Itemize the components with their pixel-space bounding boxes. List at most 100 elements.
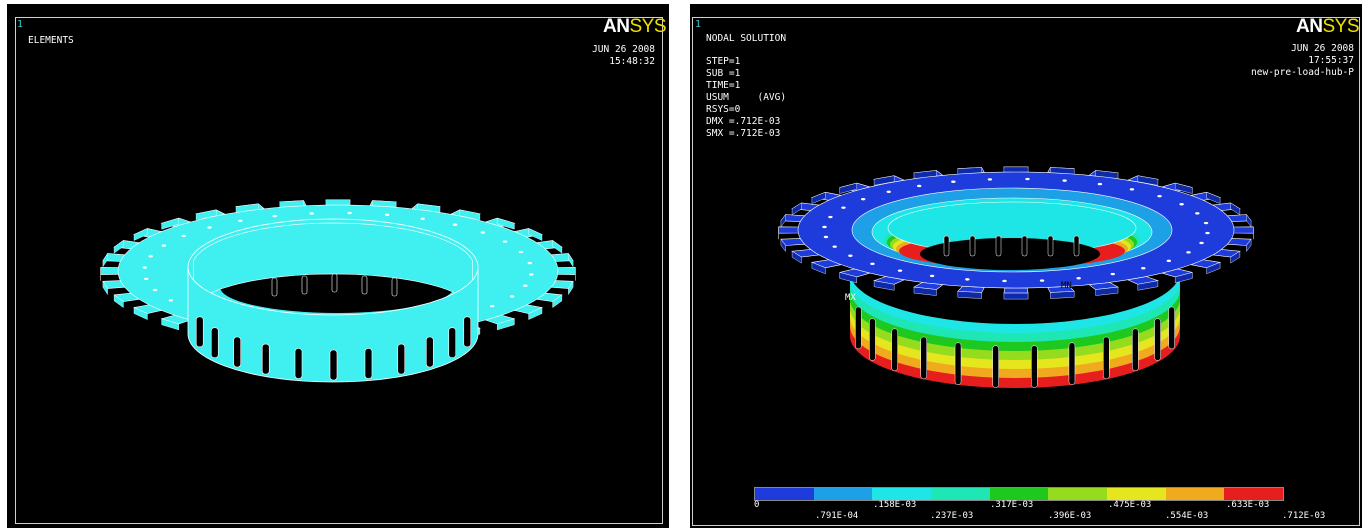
legend-swatch xyxy=(813,488,873,500)
right-plot-type: NODAL SOLUTION xyxy=(706,33,787,44)
ring-slot xyxy=(891,328,898,371)
bolt-hole xyxy=(841,206,846,209)
left-graphics-window: 1 ELEMENTS ANSYS JUN 26 2008 15:48:32 xyxy=(7,4,669,528)
ring-slot xyxy=(361,275,368,295)
flange-tooth-side xyxy=(113,294,124,308)
ring-slot xyxy=(1103,336,1110,380)
bolt-hole xyxy=(480,231,486,234)
ring-front-slot xyxy=(329,349,338,381)
bolt-hole xyxy=(272,214,277,218)
flange-tooth-side xyxy=(133,307,148,320)
legend-swatch xyxy=(1165,488,1225,500)
legend-swatch xyxy=(989,488,1049,500)
legend-top-label: .317E-03 xyxy=(990,500,1034,510)
ring-slot xyxy=(391,277,398,297)
ring-front-wall xyxy=(187,266,479,383)
bolt-hole xyxy=(1025,177,1030,181)
flange-tooth-side xyxy=(1175,182,1193,194)
bolt-hole xyxy=(309,212,314,215)
ring-contour-band xyxy=(850,308,1180,370)
legend-top-label: .158E-03 xyxy=(873,500,917,510)
flange-tooth xyxy=(778,226,799,234)
ring-contour-band xyxy=(850,290,1180,352)
flange-tooth-side xyxy=(1230,250,1241,264)
flange-tooth-side xyxy=(1050,291,1075,299)
left-time: 15:48:32 xyxy=(609,56,655,67)
inner-slot xyxy=(1073,235,1080,257)
ring-slot xyxy=(331,273,338,293)
inner-slot xyxy=(969,235,976,257)
legend-swatch xyxy=(755,488,814,500)
right-solution-info: STEP=1 SUB =1 TIME=1 USUM (AVG) RSYS=0 D… xyxy=(706,56,786,140)
flange-tooth-side xyxy=(1003,292,1029,300)
flange-tooth xyxy=(1003,287,1029,294)
bolt-hole xyxy=(152,288,158,292)
info-line: USUM (AVG) xyxy=(706,92,787,103)
right-time: 17:55:37 xyxy=(1308,55,1354,66)
right-graphics-window: 1 NODAL SOLUTION STEP=1 SUB =1 TIME=1 US… xyxy=(690,4,1362,528)
flange-tooth-side xyxy=(839,182,858,194)
bolt-hole xyxy=(529,273,534,276)
flange-tooth-side xyxy=(552,294,563,308)
flange-tooth-side xyxy=(552,240,563,254)
right-logo-an: AN xyxy=(1296,16,1323,37)
info-line: STEP=1 xyxy=(706,56,741,67)
legend-top-label: 0 xyxy=(754,500,760,510)
hub-hole xyxy=(920,238,1100,270)
bolt-hole xyxy=(916,184,922,188)
bolt-hole xyxy=(523,284,528,287)
left-window-frame xyxy=(15,17,663,524)
bolt-hole xyxy=(518,250,524,254)
inner-slot xyxy=(1021,235,1028,257)
legend-bottom-label: .554E-03 xyxy=(1165,511,1209,521)
flange-tooth-side xyxy=(811,191,826,204)
ring-front-slot xyxy=(425,336,434,368)
ring-front-slot xyxy=(397,343,406,375)
legend-bottom-label: .712E-03 xyxy=(1282,511,1326,521)
legend-bottom-label: .396E-03 xyxy=(1048,511,1092,521)
color-legend xyxy=(754,487,1284,501)
bolt-hole xyxy=(384,213,390,217)
bolt-hole xyxy=(1179,203,1184,206)
flange-tooth xyxy=(1233,226,1254,234)
bolt-hole xyxy=(1062,179,1067,182)
max-label: MX xyxy=(845,293,856,303)
ring-slot xyxy=(855,306,862,350)
ring-front-slot xyxy=(294,348,303,379)
bolt-hole xyxy=(502,240,508,243)
inner-slot xyxy=(943,235,950,257)
bolt-hole xyxy=(822,225,827,229)
flange-tooth-side xyxy=(791,202,802,216)
bolt-hole xyxy=(1039,279,1045,282)
right-window-frame xyxy=(692,17,1360,526)
bolt-hole xyxy=(509,295,515,298)
flange-tooth-side xyxy=(873,175,895,186)
left-logo-sys: SYS xyxy=(629,16,666,37)
flange-tooth-side xyxy=(161,318,180,331)
bolt-hole xyxy=(860,197,866,201)
ring-slot xyxy=(954,342,962,385)
flange-tooth-side xyxy=(791,250,802,264)
flange-tooth-side xyxy=(1206,262,1221,275)
flange-tooth xyxy=(557,267,576,275)
bolt-hole xyxy=(1110,272,1116,276)
ring-slot xyxy=(992,345,999,388)
bolt-hole xyxy=(886,190,891,194)
bolt-hole xyxy=(1199,241,1204,245)
flange-tooth-side xyxy=(195,209,217,221)
flange-tooth-side xyxy=(913,286,937,296)
bolt-hole xyxy=(181,234,186,238)
bolt-hole xyxy=(1141,266,1146,270)
ring-front-slot xyxy=(195,316,204,348)
bolt-hole xyxy=(142,266,147,269)
ring-slot xyxy=(1154,318,1161,361)
flange-tooth-side xyxy=(497,318,515,331)
bolt-hole xyxy=(1205,231,1210,235)
info-line: SUB =1 xyxy=(706,68,741,79)
bolt-hole xyxy=(148,255,153,258)
flange-tooth-side xyxy=(780,213,786,228)
right-jobname: new-pre-load-hub-P xyxy=(1251,67,1354,78)
bolt-hole xyxy=(238,219,243,223)
right-ansys-logo: ANSYS xyxy=(1296,16,1359,38)
bolt-hole xyxy=(823,235,829,239)
